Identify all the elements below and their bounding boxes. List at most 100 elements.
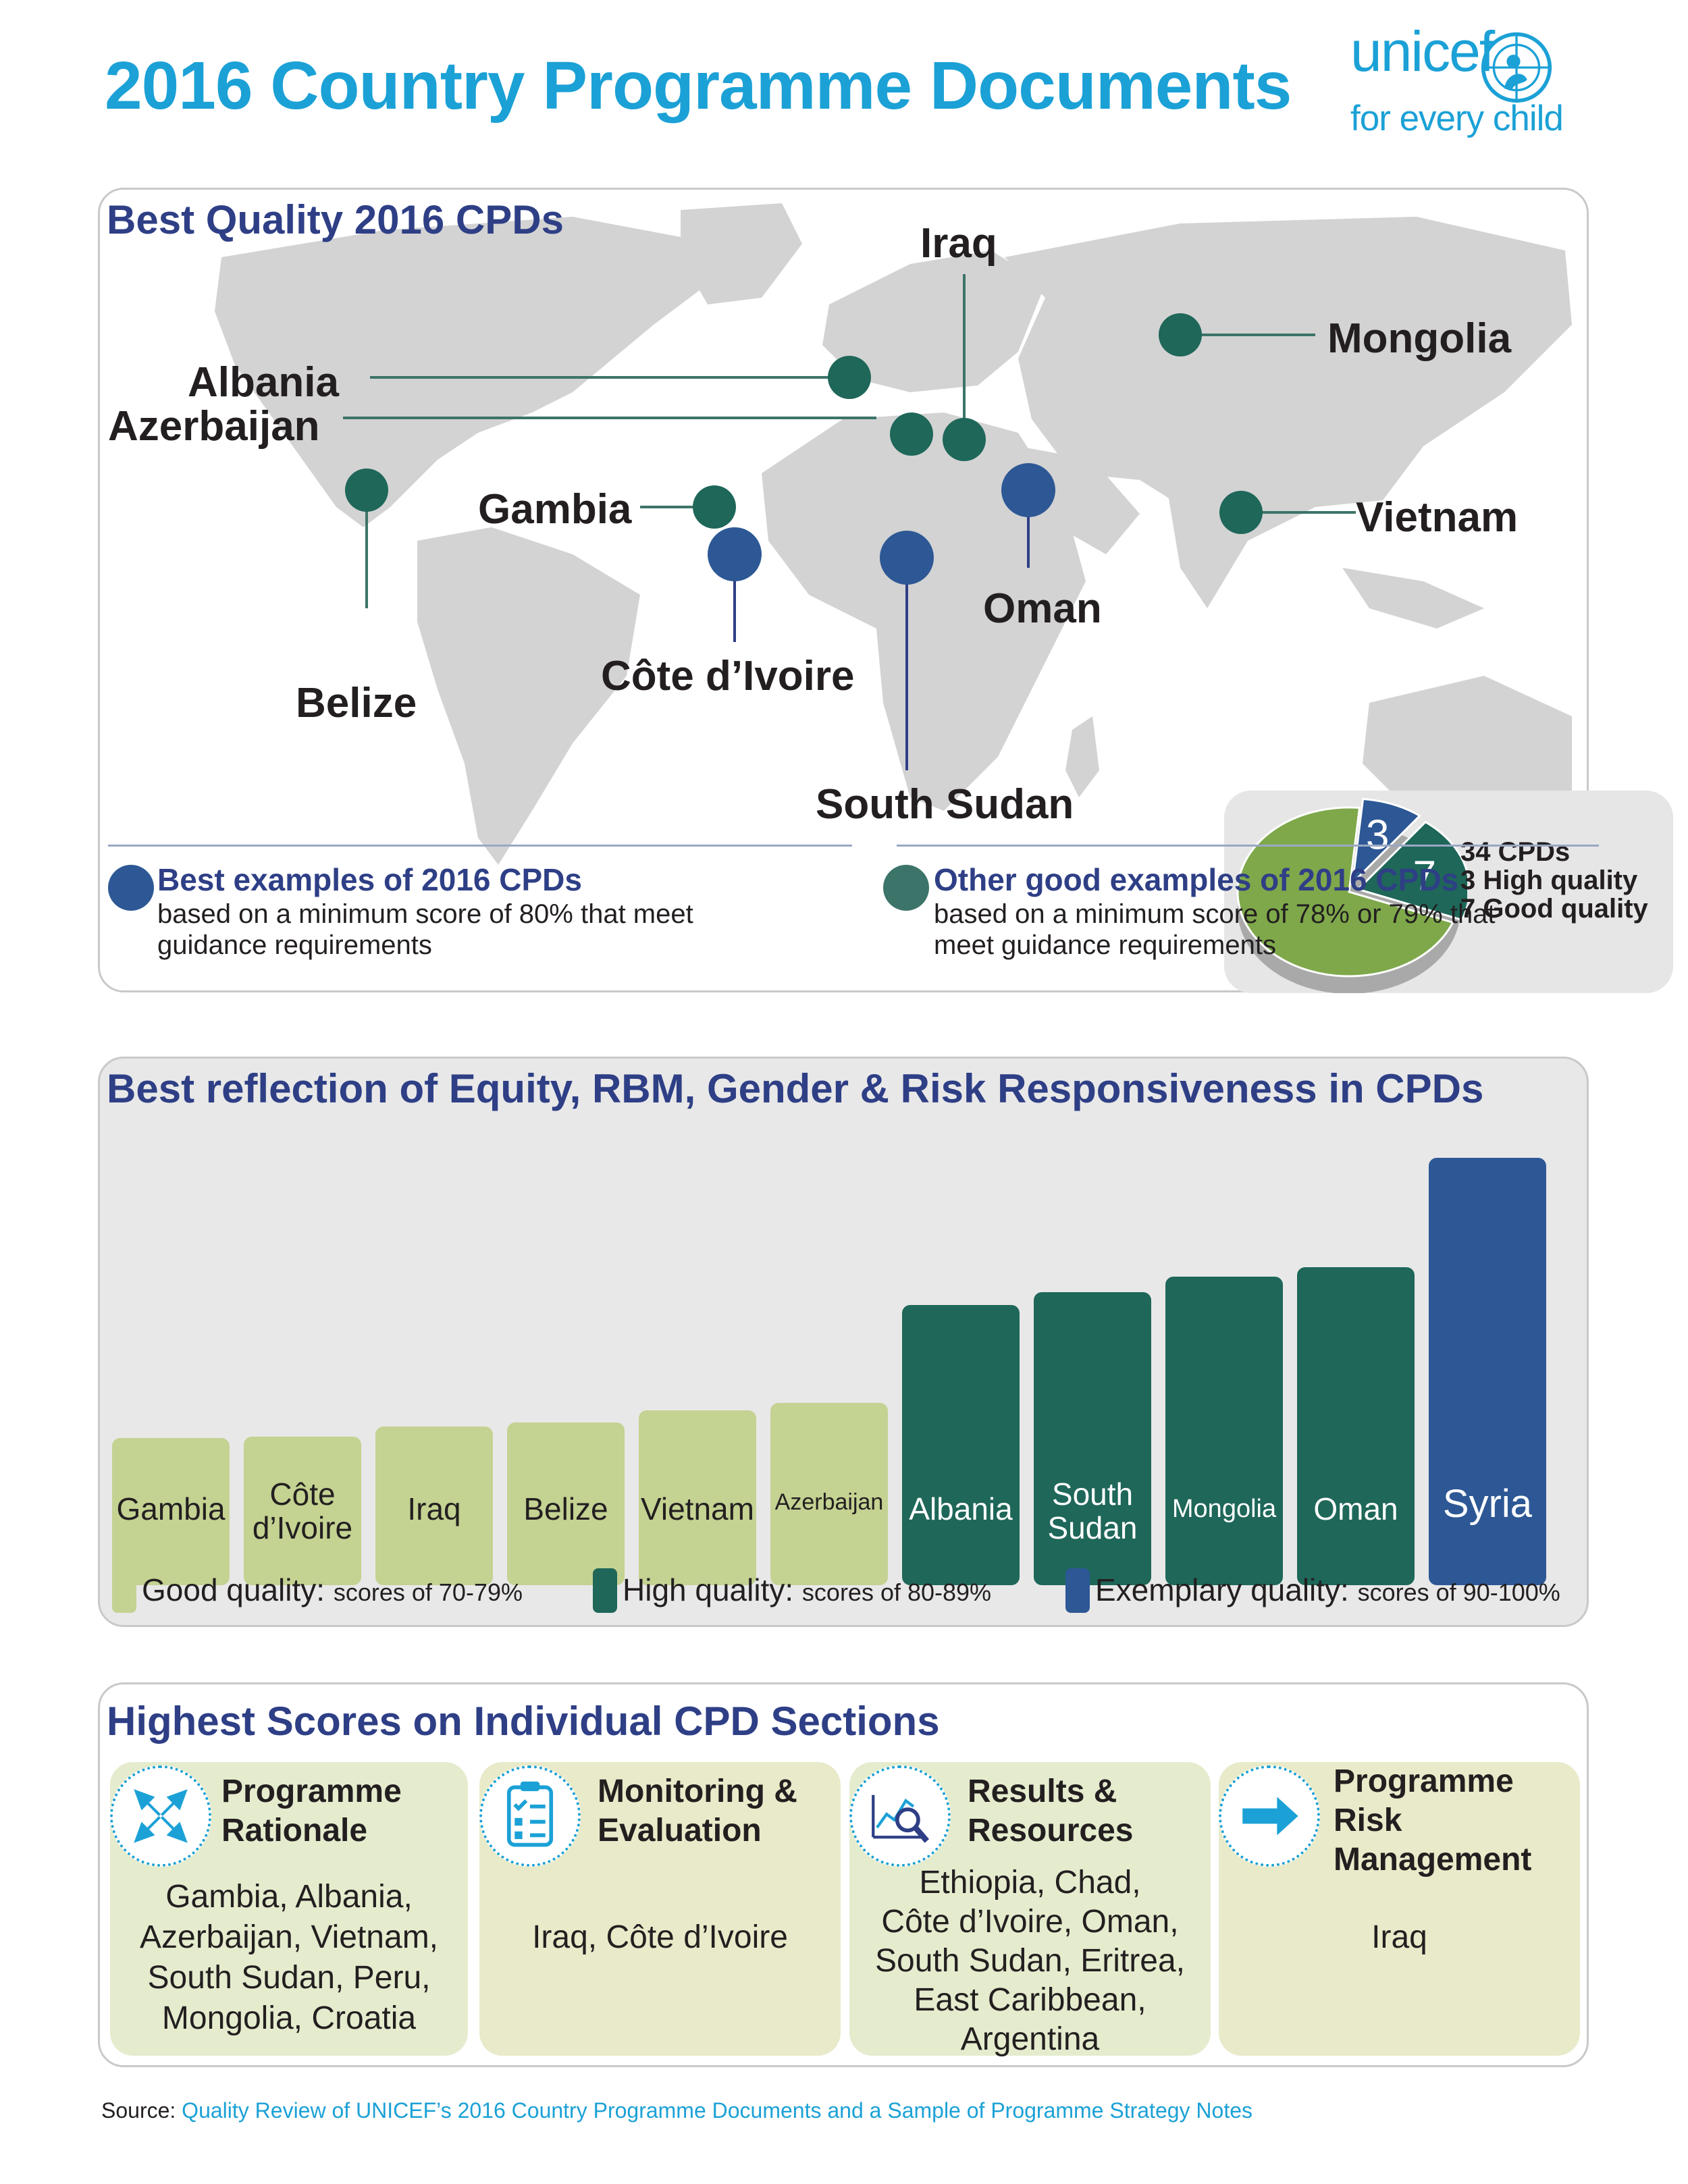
- bar-1: [244, 1436, 361, 1585]
- source-label: Source:: [101, 2098, 176, 2123]
- legend-divider-right: [897, 845, 1599, 847]
- pie-good-text: 7 Good quality: [1460, 894, 1648, 924]
- section-countries-results-resources: Ethiopia, Chad, Côte d’Ivoire, Oman, Sou…: [875, 1865, 1185, 2057]
- section-countries-monitoring-evaluation: Iraq, Côte d’Ivoire: [532, 1919, 788, 1955]
- bar-label-9: Oman: [1313, 1491, 1398, 1526]
- label-mongolia: Mongolia: [1327, 315, 1512, 362]
- marker-gambia: [693, 485, 736, 529]
- bar-10: [1429, 1157, 1546, 1585]
- label-gambia: Gambia: [478, 486, 632, 533]
- bar-label-6: Albania: [909, 1491, 1013, 1526]
- bar-2: [375, 1427, 493, 1585]
- section-card-programme-rationale: Programme Rationale Gambia, Albania, Aze…: [110, 1762, 468, 2056]
- bar-label-10: Syria: [1442, 1482, 1533, 1526]
- arrows-inward-icon: [110, 1765, 211, 1867]
- world-map-landmasses: [215, 203, 1572, 865]
- bar-chart: Gambia Côte d’Ivoire Iraq Belize Vietnam Azer…: [100, 1059, 1591, 1629]
- legend-best-sub: based on a minimum score of 80% that mee…: [157, 899, 693, 960]
- marker-south-sudan: [880, 531, 934, 585]
- marker-cote-divoire: [708, 527, 762, 581]
- sections-panel-title: Highest Scores on Individual CPD Section…: [107, 1699, 940, 1744]
- bar-label-5: Azerbaijan: [774, 1489, 884, 1515]
- label-oman: Oman: [983, 585, 1102, 632]
- bar-label-0: Gambia: [116, 1491, 226, 1526]
- leader-lines: [343, 274, 1356, 770]
- section-card-results-resources: Results & Resources Ethiopia, Chad, Côte…: [849, 1762, 1211, 2057]
- quality-pie-chart: 37: [1236, 797, 1467, 993]
- legend-label-good: Good quality:: [142, 1572, 334, 1607]
- pie-slice-label-0: 3: [1366, 812, 1389, 859]
- bar-label-1: Côte d’Ivoire: [252, 1476, 353, 1545]
- bar-9: [1297, 1267, 1415, 1585]
- bar-4: [639, 1410, 756, 1585]
- marker-azerbaijan: [890, 412, 933, 456]
- legend-other-dot: [883, 865, 929, 911]
- bar-label-7: South Sudan: [1047, 1476, 1138, 1545]
- bar-5: [770, 1403, 888, 1585]
- legend-text-good: Good quality: scores of 70-79%: [142, 1572, 523, 1608]
- label-iraq: Iraq: [920, 220, 997, 267]
- bar-8: [1165, 1277, 1283, 1585]
- legend-other-heading: Other good examples of 2016 CPDs: [934, 862, 1459, 897]
- map-panel-title: Best Quality 2016 CPDs: [107, 197, 564, 242]
- legend-other-sub: based on a minimum score of 78% or 79% t…: [934, 899, 1496, 960]
- pie-slice-label-1: 7: [1413, 853, 1436, 899]
- source-link[interactable]: Quality Review of UNICEF’s 2016 Country …: [182, 2098, 1253, 2123]
- marker-oman: [1001, 463, 1055, 517]
- label-albania: Albania: [188, 359, 339, 406]
- bar-0: [112, 1438, 230, 1585]
- label-south-sudan: South Sudan: [816, 781, 1074, 828]
- sections-panel: Highest Scores on Individual CPD Section…: [98, 1682, 1589, 2067]
- pie-total-text: 34 CPDs: [1460, 837, 1571, 867]
- pie-slice-0: [1351, 797, 1422, 886]
- legend-text-exemplary: Exemplary quality: scores of 90-100%: [1095, 1572, 1560, 1608]
- section-heading-programme-rationale: Programme Rationale: [221, 1774, 402, 1848]
- section-card-programme-risk-management: Programme Risk Management Iraq: [1219, 1762, 1580, 2056]
- unicef-tagline: for every child: [1350, 99, 1564, 138]
- unicef-logo-wordmark: unicef: [1350, 20, 1495, 83]
- section-heading-results-resources: Results & Resources: [968, 1774, 1134, 1848]
- legend-range-good: scores of 70-79%: [333, 1578, 523, 1606]
- bar-chart-panel: Best reflection of Equity, RBM, Gender &…: [98, 1057, 1589, 1627]
- section-countries-programme-risk-management: Iraq: [1371, 1919, 1427, 1955]
- marker-vietnam: [1219, 491, 1263, 534]
- unicef-emblem-icon: [1481, 32, 1552, 103]
- pie-high-text: 3 High quality: [1460, 865, 1638, 895]
- label-cote-divoire: Côte d’Ivoire: [601, 653, 855, 699]
- bar-7: [1034, 1292, 1151, 1585]
- legend-label-high: High quality:: [623, 1572, 802, 1607]
- section-countries-programme-rationale: Gambia, Albania, Azerbaijan, Vietnam, So…: [139, 1879, 439, 2036]
- legend-text-high: High quality: scores of 80-89%: [623, 1572, 991, 1608]
- clipboard-checklist-icon: [479, 1765, 581, 1867]
- label-azerbaijan: Azerbaijan: [108, 403, 320, 450]
- legend-best-dot: [108, 865, 154, 911]
- bar-label-8: Mongolia: [1171, 1495, 1277, 1523]
- legend-swatch-high: [593, 1568, 617, 1613]
- legend-swatch-good: [112, 1568, 136, 1613]
- legend-swatch-exemplary: [1065, 1568, 1090, 1613]
- arrow-right-icon: [1219, 1765, 1320, 1867]
- marker-belize: [345, 469, 388, 512]
- world-map: [215, 203, 1572, 865]
- section-card-monitoring-evaluation: Monitoring & Evaluation Iraq, Côte d’Ivo…: [479, 1762, 841, 2056]
- chart-magnifier-icon: [849, 1765, 951, 1867]
- bar-label-2: Iraq: [407, 1491, 461, 1526]
- legend-range-exemplary: scores of 90-100%: [1357, 1578, 1560, 1606]
- bar-chart-title: Best reflection of Equity, RBM, Gender &…: [107, 1066, 1484, 1111]
- bar-label-3: Belize: [523, 1491, 608, 1526]
- label-belize: Belize: [296, 680, 417, 726]
- country-markers: [345, 313, 1263, 585]
- legend-best-heading: Best examples of 2016 CPDs: [157, 862, 582, 897]
- legend-divider-left: [108, 845, 852, 847]
- source-footnote: Source: Quality Review of UNICEF’s 2016 …: [101, 2098, 1252, 2123]
- bar-3: [507, 1422, 625, 1585]
- map-panel: Best Quality 2016 CPDs Iraq Mongolia Alb…: [98, 188, 1673, 993]
- bar-label-4: Vietnam: [641, 1491, 754, 1526]
- section-heading-programme-risk-management: Programme Risk Management: [1334, 1763, 1532, 1877]
- label-vietnam: Vietnam: [1356, 494, 1519, 541]
- pie-slice-2: [1236, 806, 1454, 978]
- marker-albania: [828, 356, 871, 399]
- marker-iraq: [943, 418, 986, 461]
- marker-mongolia: [1159, 313, 1202, 356]
